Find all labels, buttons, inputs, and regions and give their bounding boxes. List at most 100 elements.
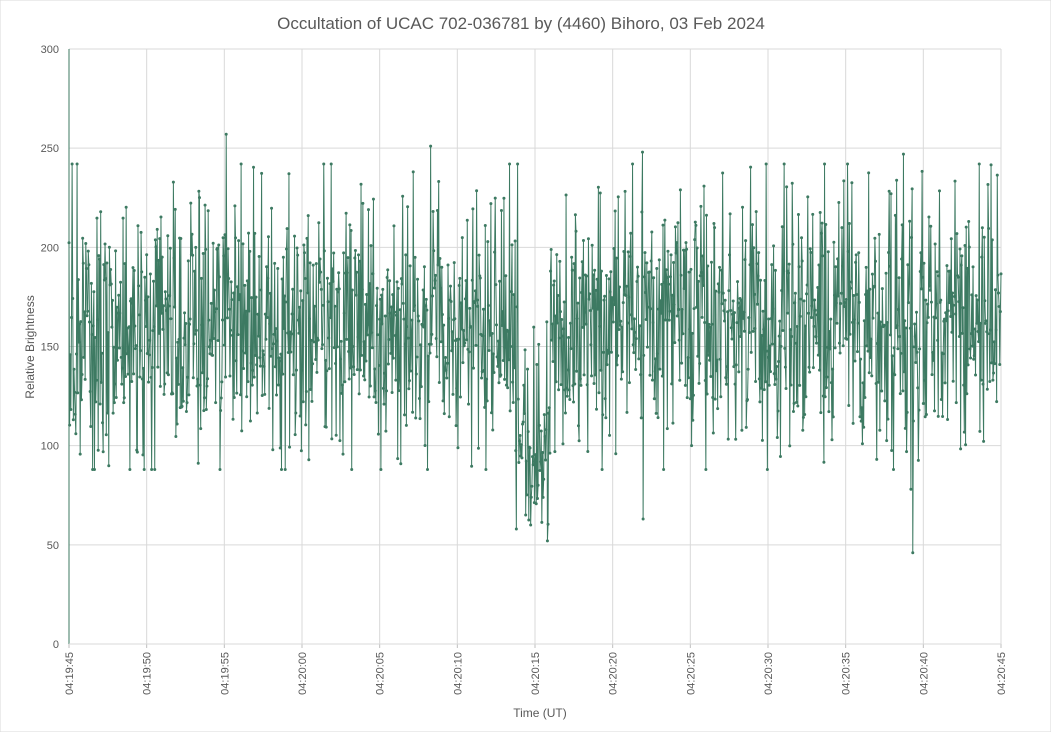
data-point: [898, 392, 902, 396]
data-point: [646, 305, 650, 309]
data-point: [842, 179, 846, 183]
data-point: [587, 297, 591, 301]
data-point: [119, 280, 123, 284]
data-point: [465, 218, 469, 222]
data-point: [537, 342, 541, 346]
data-point: [865, 344, 869, 348]
data-point: [706, 264, 710, 268]
data-point: [915, 350, 919, 354]
data-point: [317, 221, 321, 225]
data-point: [400, 282, 404, 286]
data-point: [709, 260, 713, 264]
data-point: [578, 276, 582, 280]
data-point: [101, 421, 105, 425]
data-point: [541, 495, 545, 499]
data-point: [534, 453, 538, 457]
data-point: [654, 411, 658, 415]
data-point: [280, 467, 283, 471]
data-point: [625, 410, 629, 414]
data-point: [130, 301, 134, 305]
data-point: [134, 344, 138, 348]
y-tick-label: 200: [41, 242, 59, 254]
data-point: [918, 347, 922, 351]
data-point: [829, 381, 833, 385]
data-point: [818, 368, 822, 372]
data-point: [807, 365, 811, 369]
data-point: [678, 188, 682, 192]
data-point: [222, 254, 226, 258]
data-point: [211, 241, 215, 245]
data-point: [718, 357, 722, 361]
data-point: [912, 345, 916, 349]
data-point: [466, 347, 470, 351]
data-point: [385, 276, 389, 280]
data-point: [919, 251, 923, 255]
data-point: [616, 195, 620, 199]
data-point: [286, 331, 290, 335]
data-point: [642, 353, 646, 357]
y-tick-label: 150: [41, 342, 59, 354]
data-point: [639, 373, 643, 377]
data-point: [613, 209, 617, 213]
data-point: [212, 337, 216, 341]
data-point: [909, 487, 913, 491]
data-point: [701, 284, 705, 288]
data-point: [609, 350, 613, 354]
data-point: [559, 383, 563, 387]
data-point: [494, 323, 498, 327]
data-point: [859, 357, 863, 361]
data-point: [732, 311, 736, 315]
data-point: [606, 351, 610, 355]
data-point: [811, 212, 815, 216]
data-point: [873, 259, 877, 263]
data-point: [372, 395, 376, 399]
data-point: [725, 365, 729, 369]
y-tick-label: 300: [41, 44, 59, 56]
data-point: [270, 347, 274, 351]
data-point: [526, 430, 530, 434]
data-point: [905, 450, 909, 454]
data-point: [236, 333, 240, 337]
data-point: [742, 310, 746, 314]
data-point: [585, 274, 589, 278]
data-point: [689, 267, 693, 271]
data-point: [234, 359, 238, 363]
data-point: [963, 243, 967, 247]
data-point: [694, 223, 698, 227]
data-point: [265, 265, 269, 269]
data-point: [214, 307, 218, 311]
data-point: [131, 266, 135, 270]
data-point: [720, 302, 724, 306]
data-point: [622, 249, 626, 253]
data-point: [621, 370, 625, 374]
data-point: [710, 322, 714, 326]
data-point: [854, 260, 858, 264]
data-point: [645, 261, 649, 265]
data-point: [808, 247, 812, 251]
data-point: [663, 218, 667, 222]
data-point: [276, 383, 280, 387]
data-point: [483, 405, 487, 409]
data-point: [209, 338, 213, 342]
data-point: [339, 357, 343, 361]
data-point: [703, 321, 707, 325]
data-point: [154, 245, 158, 249]
data-point: [618, 285, 621, 289]
data-point: [193, 269, 197, 273]
data-point: [823, 162, 827, 166]
data-point: [138, 375, 142, 379]
data-point: [955, 232, 959, 236]
data-point: [272, 332, 276, 336]
data-point: [298, 414, 302, 418]
data-point: [504, 383, 508, 387]
data-point: [419, 343, 423, 347]
data-point: [593, 373, 597, 377]
data-point: [101, 450, 105, 454]
data-point: [713, 226, 717, 230]
data-point: [321, 343, 324, 347]
data-point: [485, 399, 489, 403]
data-point: [535, 496, 539, 500]
data-point: [589, 343, 593, 347]
data-point: [539, 460, 543, 464]
data-point: [896, 307, 900, 311]
